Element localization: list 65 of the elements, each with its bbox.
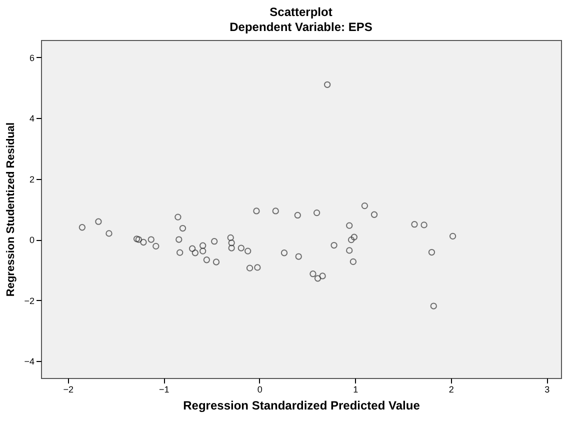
point xyxy=(430,302,437,310)
point xyxy=(346,247,353,254)
point xyxy=(280,250,288,256)
point xyxy=(449,232,456,240)
point xyxy=(254,264,261,271)
point xyxy=(133,236,140,242)
point xyxy=(272,208,279,214)
y-tick-label: 6 xyxy=(29,52,34,63)
x-tick-label: 1 xyxy=(353,384,358,394)
y-tick-label: −2 xyxy=(24,296,34,306)
point xyxy=(246,264,254,272)
point xyxy=(106,230,112,237)
chart-title: Scatterplot xyxy=(270,5,332,19)
point xyxy=(420,222,428,228)
point xyxy=(294,212,301,219)
point xyxy=(228,240,235,246)
point xyxy=(95,218,102,225)
point xyxy=(152,242,160,250)
point xyxy=(313,209,320,216)
point xyxy=(200,248,206,254)
point xyxy=(174,214,182,220)
point xyxy=(203,256,210,264)
x-tick-label: 0 xyxy=(257,384,262,394)
point xyxy=(135,236,142,243)
point xyxy=(188,245,196,252)
y-axis-title: Regression Studentized Residual xyxy=(5,122,18,297)
x-tick-label: 3 xyxy=(544,384,550,394)
y-tick-label: 0 xyxy=(29,235,34,246)
point xyxy=(370,211,378,218)
point xyxy=(148,236,154,243)
point xyxy=(314,275,322,282)
point xyxy=(350,258,357,266)
point xyxy=(176,236,182,243)
point xyxy=(200,242,206,249)
point xyxy=(346,222,353,229)
x-axis-title: Regression Standardized Predicted Value xyxy=(183,398,420,412)
point xyxy=(310,270,316,278)
point xyxy=(428,248,436,256)
point xyxy=(211,238,218,245)
point xyxy=(238,244,244,252)
point xyxy=(361,202,368,210)
x-tick-label: 2 xyxy=(448,384,454,394)
point xyxy=(176,249,184,256)
point xyxy=(253,208,260,214)
x-tick-label: −2 xyxy=(63,384,74,394)
x-tick-label: −1 xyxy=(158,384,170,394)
point xyxy=(244,248,252,254)
point xyxy=(295,253,302,260)
point xyxy=(227,234,234,242)
point xyxy=(319,272,326,280)
point xyxy=(324,81,331,88)
y-tick-label: −4 xyxy=(24,356,34,366)
point xyxy=(140,238,147,246)
y-tick-label: 4 xyxy=(29,114,34,124)
point xyxy=(350,234,358,240)
chart-subtitle: Dependent Variable: EPS xyxy=(230,20,372,34)
point xyxy=(192,250,199,256)
point xyxy=(411,221,418,228)
point xyxy=(348,236,355,244)
point xyxy=(228,244,235,252)
point xyxy=(212,258,220,266)
y-tick-label: 2 xyxy=(29,174,34,184)
point xyxy=(330,242,338,249)
point xyxy=(78,224,86,231)
point xyxy=(179,224,186,232)
